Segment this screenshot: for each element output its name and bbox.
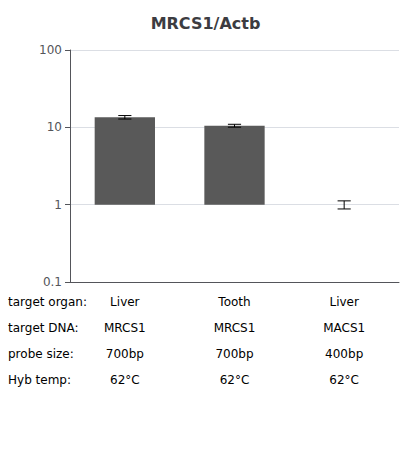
svg-text:62°C: 62°C: [329, 373, 359, 387]
svg-text:Tooth: Tooth: [217, 295, 250, 309]
svg-text:Hyb temp:: Hyb temp:: [8, 373, 71, 387]
svg-text:62°C: 62°C: [220, 373, 250, 387]
svg-text:target DNA:: target DNA:: [8, 321, 79, 335]
svg-text:Liver: Liver: [110, 295, 140, 309]
svg-text:MRCS1: MRCS1: [104, 321, 146, 335]
svg-text:0.1: 0.1: [43, 275, 62, 289]
svg-text:700bp: 700bp: [106, 347, 144, 361]
svg-text:700bp: 700bp: [215, 347, 253, 361]
svg-text:MRCS1/Actb: MRCS1/Actb: [151, 14, 261, 33]
svg-text:1: 1: [54, 198, 62, 212]
svg-text:Liver: Liver: [329, 295, 359, 309]
svg-text:10: 10: [47, 120, 62, 134]
svg-text:400bp: 400bp: [325, 347, 363, 361]
svg-text:target organ:: target organ:: [8, 295, 87, 309]
svg-text:100: 100: [39, 43, 62, 57]
svg-text:probe size:: probe size:: [8, 347, 74, 361]
svg-text:62°C: 62°C: [110, 373, 140, 387]
svg-text:MACS1: MACS1: [323, 321, 365, 335]
svg-text:MRCS1: MRCS1: [214, 321, 256, 335]
